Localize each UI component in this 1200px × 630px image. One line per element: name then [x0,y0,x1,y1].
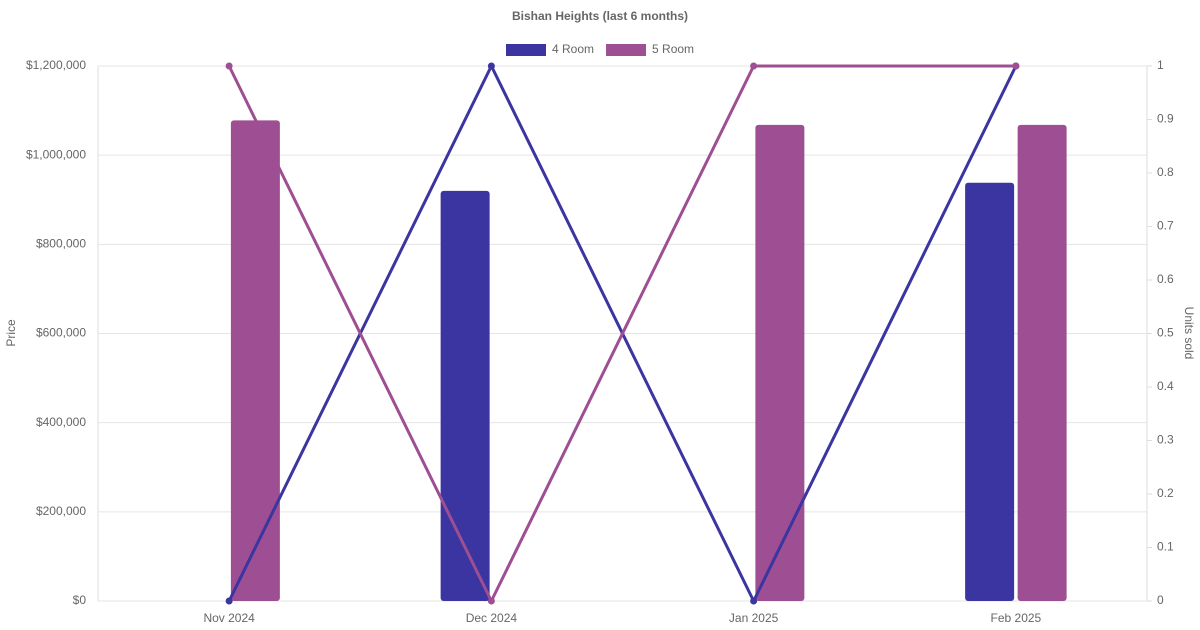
point [225,597,233,605]
y2-tick-label: 0.2 [1157,486,1174,500]
y2-tick-label: 0.6 [1157,272,1174,286]
y-tick-label: $400,000 [36,415,86,429]
bar [440,190,490,602]
y2-tick-label: 0.8 [1157,165,1174,179]
legend-swatch [506,44,546,56]
y2-tick-label: 0.5 [1157,326,1174,340]
bar [965,182,1015,601]
legend-label: 5 Room [652,42,694,56]
y2-tick-label: 0.1 [1157,540,1174,554]
line [227,64,1016,605]
y-tick-label: $1,000,000 [26,147,86,161]
y2-tick-label: 0 [1157,593,1164,607]
y2-tick-label: 1 [1157,58,1164,72]
point [750,597,758,605]
y-tick-label: $600,000 [36,326,86,340]
y-tick-label: $0 [73,593,87,607]
x-tick-label: Feb 2025 [991,611,1042,625]
y-tick-label: $1,200,000 [26,58,86,72]
bar [1017,124,1067,601]
legend-label: 4 Room [552,42,594,56]
bar [755,124,805,601]
point [487,62,495,70]
y2-tick-label: 0.9 [1157,112,1174,126]
x-tick-label: Jan 2025 [729,611,779,625]
y2-axis-title: Units sold [1182,307,1196,360]
point [487,597,495,605]
y2-tick-label: 0.7 [1157,219,1174,233]
point [750,62,758,70]
point [1012,62,1020,70]
y-tick-label: $200,000 [36,504,86,518]
y2-tick-label: 0.3 [1157,433,1174,447]
bar [230,120,280,602]
x-tick-label: Nov 2024 [203,611,255,625]
chart-title: Bishan Heights (last 6 months) [512,9,688,23]
legend-swatch [606,44,647,56]
point [225,62,233,70]
x-tick-label: Dec 2024 [466,611,518,625]
y-tick-label: $800,000 [36,237,86,251]
y2-tick-label: 0.4 [1157,379,1174,393]
y-axis-title: Price [4,319,18,347]
